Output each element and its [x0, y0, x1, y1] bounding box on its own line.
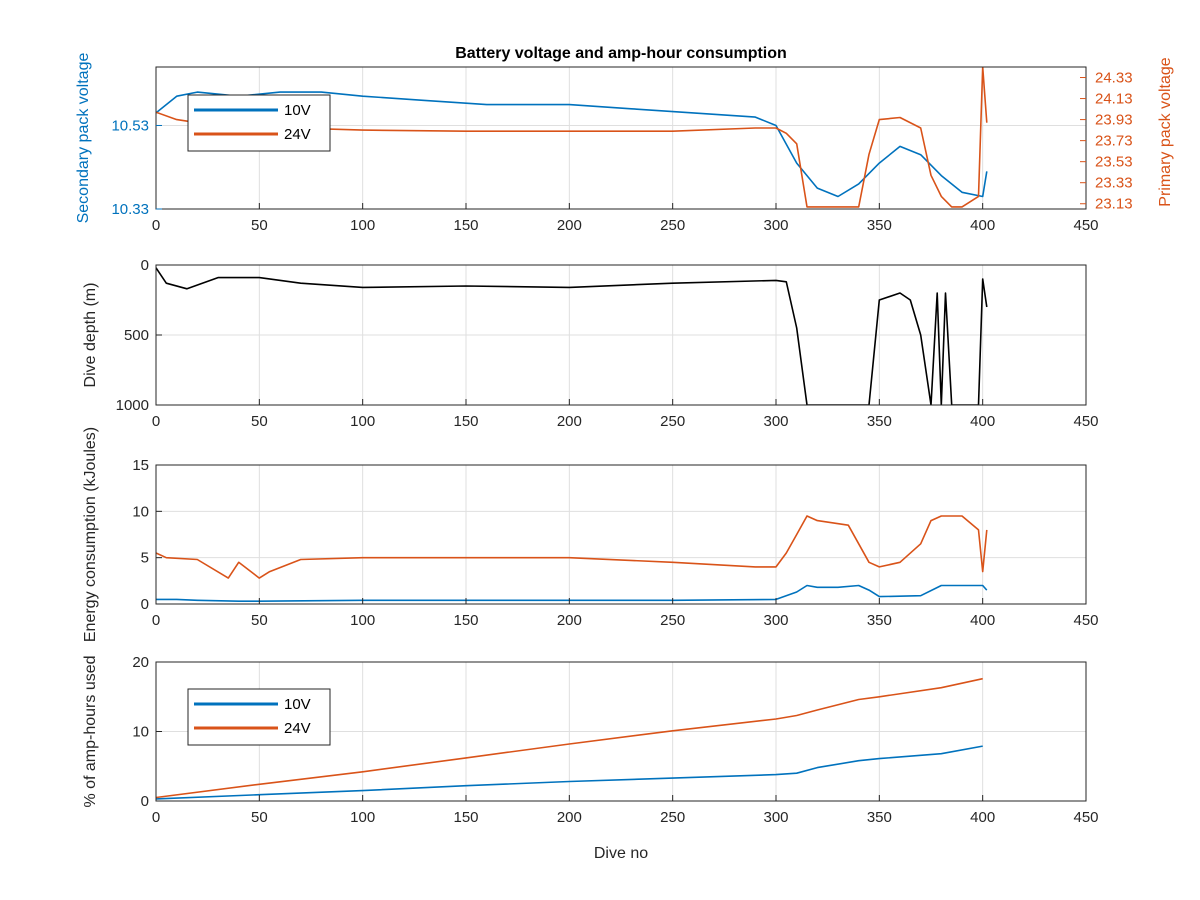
dive-depth-y-tick-label: 0: [141, 257, 149, 274]
panel-energy-consumption: 0 50 100 150 200 250 300 350 400 450 0 5 10 15 Energy …: [82, 427, 1099, 642]
battery-voltage-y-right-tick-label: 23.73: [1095, 133, 1133, 150]
energy-x-tick-label: 450: [1073, 612, 1098, 629]
amp-hours-x-tick-label: 350: [867, 809, 892, 826]
energy-x-tick-label: 50: [251, 612, 268, 629]
amp-hours-x-tick-label: 50: [251, 809, 268, 826]
battery-voltage-y-tick-label: 10.33: [111, 201, 149, 218]
energy-x-tick-label: 150: [453, 612, 478, 629]
dive-depth-x-tick-label: 50: [251, 413, 268, 430]
battery-voltage-x-tick-label: 450: [1073, 217, 1098, 234]
amp-hours-y-axis-label: % of amp-hours used: [82, 655, 99, 807]
battery-voltage-series-line: [156, 67, 988, 208]
battery-voltage-legend-label-24v: 24V: [284, 126, 311, 143]
energy-y-tick-label: 0: [141, 596, 149, 613]
dive-depth-x-tick-label: 450: [1073, 413, 1098, 430]
amp-hours-series-line: [156, 677, 983, 799]
dive-depth-y-axis-label: Dive depth (m): [82, 283, 99, 388]
battery-voltage-x-tick-label: 0: [152, 217, 160, 234]
amp-hours-x-tick-label: 300: [763, 809, 788, 826]
battery-voltage-x-tick-label: 350: [867, 217, 892, 234]
energy-y-tick-label: 10: [132, 503, 149, 520]
energy-plot-area: [156, 465, 1086, 604]
energy-x-tick-label: 300: [763, 612, 788, 629]
energy-x-tick-label: 350: [867, 612, 892, 629]
energy-x-tick-label: 250: [660, 612, 685, 629]
dive-depth-x-tick-label: 250: [660, 413, 685, 430]
battery-voltage-x-tick-label: 400: [970, 217, 995, 234]
amp-hours-series-line: [156, 745, 983, 800]
battery-voltage-y-axis-label: Secondary pack voltage: [75, 53, 92, 224]
amp-hours-y-tick-label: 0: [141, 793, 149, 810]
energy-x-tick-label: 100: [350, 612, 375, 629]
dive-depth-x-tick-label: 0: [152, 413, 160, 430]
panel-amp-hours-used: 0 50 100 150 200 250 300 350 400 450 0 10 20 % of amp…: [82, 654, 1099, 862]
battery-voltage-y-right-tick-label: 23.53: [1095, 154, 1133, 171]
energy-series-line: [156, 584, 988, 603]
battery-voltage-x-tick-label: 50: [251, 217, 268, 234]
battery-voltage-y-right-tick-label: 23.13: [1095, 196, 1133, 213]
amp-hours-x-axis-label: Dive no: [594, 845, 648, 862]
dive-depth-x-tick-label: 400: [970, 413, 995, 430]
dive-depth-y-tick-label: 500: [124, 327, 149, 344]
dive-depth-x-tick-label: 350: [867, 413, 892, 430]
battery-voltage-y-right-tick-label: 24.33: [1095, 70, 1133, 87]
amp-hours-legend-box: [187, 688, 331, 746]
battery-voltage-y-right-tick-label: 23.33: [1095, 175, 1133, 192]
amp-hours-legend-label-10v: 10V: [284, 696, 311, 713]
dive-depth-y-tick-label: 1000: [116, 397, 149, 414]
battery-voltage-chart-title: Battery voltage and amp-hour consumption: [455, 45, 787, 62]
energy-y-axis-label: Energy consumption (kJoules): [82, 427, 99, 642]
amp-hours-x-tick-label: 0: [152, 809, 160, 826]
amp-hours-x-tick-label: 150: [453, 809, 478, 826]
battery-voltage-y-right-axis-label: Primary pack voltage: [1157, 57, 1174, 206]
battery-voltage-x-tick-label: 100: [350, 217, 375, 234]
battery-voltage-y-right-tick-label: 24.13: [1095, 91, 1133, 108]
dive-depth-x-tick-label: 150: [453, 413, 478, 430]
dive-depth-x-tick-label: 300: [763, 413, 788, 430]
dive-depth-x-tick-label: 100: [350, 413, 375, 430]
battery-voltage-x-tick-label: 200: [557, 217, 582, 234]
battery-voltage-x-tick-label: 250: [660, 217, 685, 234]
battery-voltage-y-tick-label: 10.53: [111, 117, 149, 134]
energy-y-tick-label: 15: [132, 457, 149, 474]
battery-voltage-y-right-tick-label: 23.93: [1095, 112, 1133, 129]
amp-hours-y-tick-label: 10: [132, 724, 149, 741]
dive-depth-series-line: [156, 267, 988, 405]
battery-voltage-axes-frame: [155, 66, 1087, 210]
battery-voltage-legend-label-10v: 10V: [284, 102, 311, 119]
amp-hours-x-tick-label: 250: [660, 809, 685, 826]
battery-voltage-x-tick-label: 150: [453, 217, 478, 234]
amp-hours-x-tick-label: 200: [557, 809, 582, 826]
amp-hours-x-tick-label: 450: [1073, 809, 1098, 826]
energy-x-tick-label: 0: [152, 612, 160, 629]
energy-series-line: [156, 515, 988, 579]
energy-x-tick-label: 400: [970, 612, 995, 629]
panel-battery-voltage: 0 50 100 150 200 250 300 350 400 450 10.33 10.53 23.…: [75, 45, 1174, 234]
energy-y-tick-label: 5: [141, 550, 149, 567]
energy-x-tick-label: 200: [557, 612, 582, 629]
battery-voltage-x-tick-label: 300: [763, 217, 788, 234]
battery-voltage-series-line: [156, 91, 988, 198]
dive-depth-x-tick-label: 200: [557, 413, 582, 430]
amp-hours-x-tick-label: 100: [350, 809, 375, 826]
amp-hours-x-tick-label: 400: [970, 809, 995, 826]
amp-hours-legend-label-24v: 24V: [284, 720, 311, 737]
energy-axes-frame: [155, 464, 1087, 605]
battery-voltage-legend-box: [187, 94, 331, 152]
panel-dive-depth: 0 50 100 150 200 250 300 350 400 450 0 500 1000 Dive …: [82, 257, 1099, 430]
amp-hours-y-tick-label: 20: [132, 654, 149, 671]
